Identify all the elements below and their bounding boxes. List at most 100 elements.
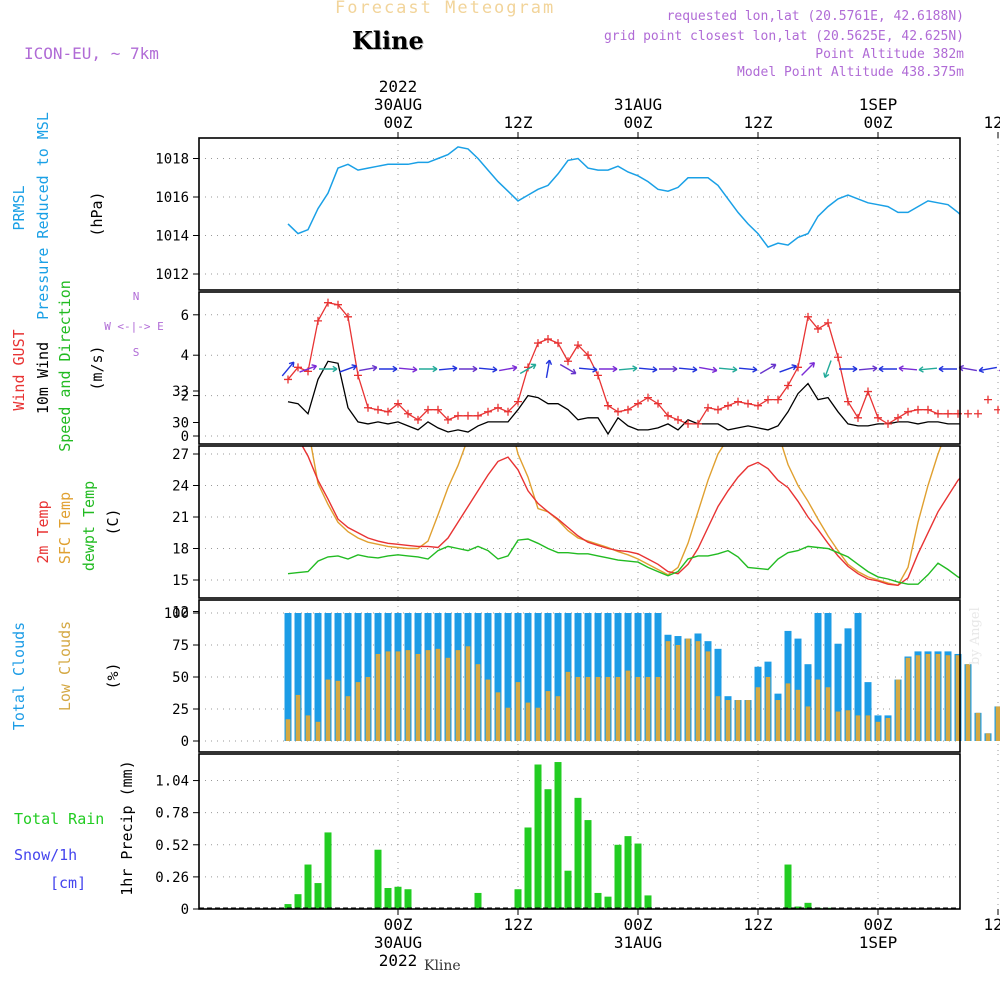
total-cloud-bar bbox=[544, 613, 552, 741]
pressure-ytick-label: 1012 bbox=[155, 267, 189, 283]
rain-bar bbox=[294, 894, 302, 909]
wind-arrow bbox=[678, 367, 698, 371]
low-cloud-bar bbox=[635, 677, 641, 741]
pressure-label-short: PRMSL bbox=[10, 185, 28, 230]
low-cloud-bar bbox=[435, 648, 441, 741]
wind-arrow bbox=[359, 366, 377, 372]
low-cloud-bar bbox=[525, 702, 531, 741]
gust-marker bbox=[974, 409, 982, 418]
rain-bar bbox=[374, 849, 382, 909]
temp-ytick-label: 30 bbox=[172, 416, 189, 432]
low-cloud-bar bbox=[485, 679, 491, 741]
wind-arrowhead bbox=[711, 366, 718, 374]
wind-arrowhead bbox=[511, 364, 518, 372]
low-cloud-bar bbox=[655, 677, 661, 741]
gust-marker bbox=[664, 411, 672, 420]
low-cloud-bar bbox=[475, 664, 481, 741]
wind-arrowhead bbox=[288, 361, 295, 368]
wind-arrowhead bbox=[823, 372, 830, 379]
low-cloud-bar bbox=[375, 653, 381, 741]
low-cloud-bar bbox=[385, 651, 391, 741]
pressure-ytick-label: 1014 bbox=[155, 229, 189, 245]
low-cloud-bar bbox=[855, 715, 861, 741]
precip-frame bbox=[198, 753, 961, 910]
total-cloud-bar bbox=[484, 613, 492, 741]
gust-marker bbox=[344, 312, 352, 321]
bottom-time-label: 12Z bbox=[504, 915, 533, 934]
top-time-label: 12Z bbox=[744, 113, 773, 132]
gust-marker bbox=[814, 324, 822, 333]
wind-arrowhead bbox=[809, 361, 816, 368]
low-cloud-bar bbox=[305, 715, 311, 741]
temp-frame bbox=[198, 445, 961, 599]
rain-bar bbox=[594, 892, 602, 909]
rain-bar bbox=[514, 889, 522, 909]
gust-marker bbox=[434, 405, 442, 414]
gust-marker bbox=[514, 397, 522, 406]
clouds-ytick-label: 50 bbox=[172, 670, 189, 686]
low-cloud-bar bbox=[825, 687, 831, 741]
gust-marker bbox=[854, 413, 862, 422]
wind-arrow bbox=[281, 361, 295, 377]
temp-ytick-label: 33 bbox=[172, 384, 189, 400]
low-cloud-bar bbox=[755, 687, 761, 741]
top-time-label: 12Z bbox=[504, 113, 533, 132]
low-cloud-bar bbox=[845, 710, 851, 741]
low-cloud-bar bbox=[645, 677, 651, 741]
rain-bar bbox=[324, 832, 332, 909]
gust-marker bbox=[654, 399, 662, 408]
gust-marker bbox=[904, 407, 912, 416]
wind-arrowhead bbox=[412, 366, 418, 373]
clouds-ytick-label: 75 bbox=[172, 638, 189, 654]
total-cloud-bar bbox=[854, 613, 862, 741]
low-cloud-bar bbox=[725, 700, 731, 741]
precip-ytick-label: 0.26 bbox=[155, 870, 189, 886]
gust-marker bbox=[744, 399, 752, 408]
wind-arrowhead bbox=[570, 368, 577, 375]
bottom-time-label: 00Z bbox=[384, 915, 413, 934]
gust-marker bbox=[364, 403, 372, 412]
pressure-ytick-label: 1016 bbox=[155, 190, 189, 206]
wind-arrowhead bbox=[432, 365, 438, 373]
wind-arrow bbox=[499, 366, 517, 372]
top-time-label: 00Z bbox=[624, 113, 653, 132]
rain-bar bbox=[304, 864, 312, 909]
gust-marker bbox=[374, 405, 382, 414]
total-cloud-bar bbox=[824, 613, 832, 741]
wind-arrow bbox=[898, 367, 918, 371]
low-cloud-bar bbox=[785, 683, 791, 741]
low-cloud-bar bbox=[975, 712, 981, 741]
gust-marker bbox=[354, 371, 362, 380]
low-cloud-bar bbox=[565, 671, 571, 741]
total-cloud-bar bbox=[514, 613, 522, 741]
gust-marker bbox=[824, 318, 832, 327]
gust-marker bbox=[994, 405, 1000, 414]
wind-ytick-label: 4 bbox=[181, 348, 189, 364]
temp-ytick-label: 21 bbox=[172, 510, 189, 526]
wind-arrowhead bbox=[351, 364, 358, 371]
gust-marker bbox=[874, 413, 882, 422]
t2m-label: 2m Temp bbox=[34, 500, 52, 563]
axis-text: 1012101410161018024612151821242730330255… bbox=[10, 77, 1000, 970]
model-point-altitude: Model Point Altitude 438.375m bbox=[737, 65, 964, 80]
gust-marker bbox=[614, 407, 622, 416]
gust-marker bbox=[334, 300, 342, 309]
wind-arrow bbox=[738, 367, 758, 371]
wind-arrowhead bbox=[392, 365, 398, 373]
total-cloud-bar bbox=[314, 613, 322, 741]
wind-arrowhead bbox=[452, 365, 458, 372]
low-cloud-bar bbox=[595, 677, 601, 741]
low-cloud-bar bbox=[665, 641, 671, 741]
top-time-label: 31AUG bbox=[614, 95, 662, 114]
wind-arrowhead bbox=[732, 366, 738, 373]
low-cloud-bar bbox=[625, 670, 631, 741]
low-cloud-bar bbox=[555, 696, 561, 741]
gust-marker bbox=[934, 409, 942, 418]
wind-arrowhead bbox=[545, 359, 553, 366]
wind-ytick-label: 2 bbox=[181, 389, 189, 405]
compass-south: S bbox=[133, 346, 140, 359]
gust-marker bbox=[414, 415, 422, 424]
total-cloud-bar bbox=[304, 613, 312, 741]
low-cloud-bar bbox=[585, 677, 591, 741]
